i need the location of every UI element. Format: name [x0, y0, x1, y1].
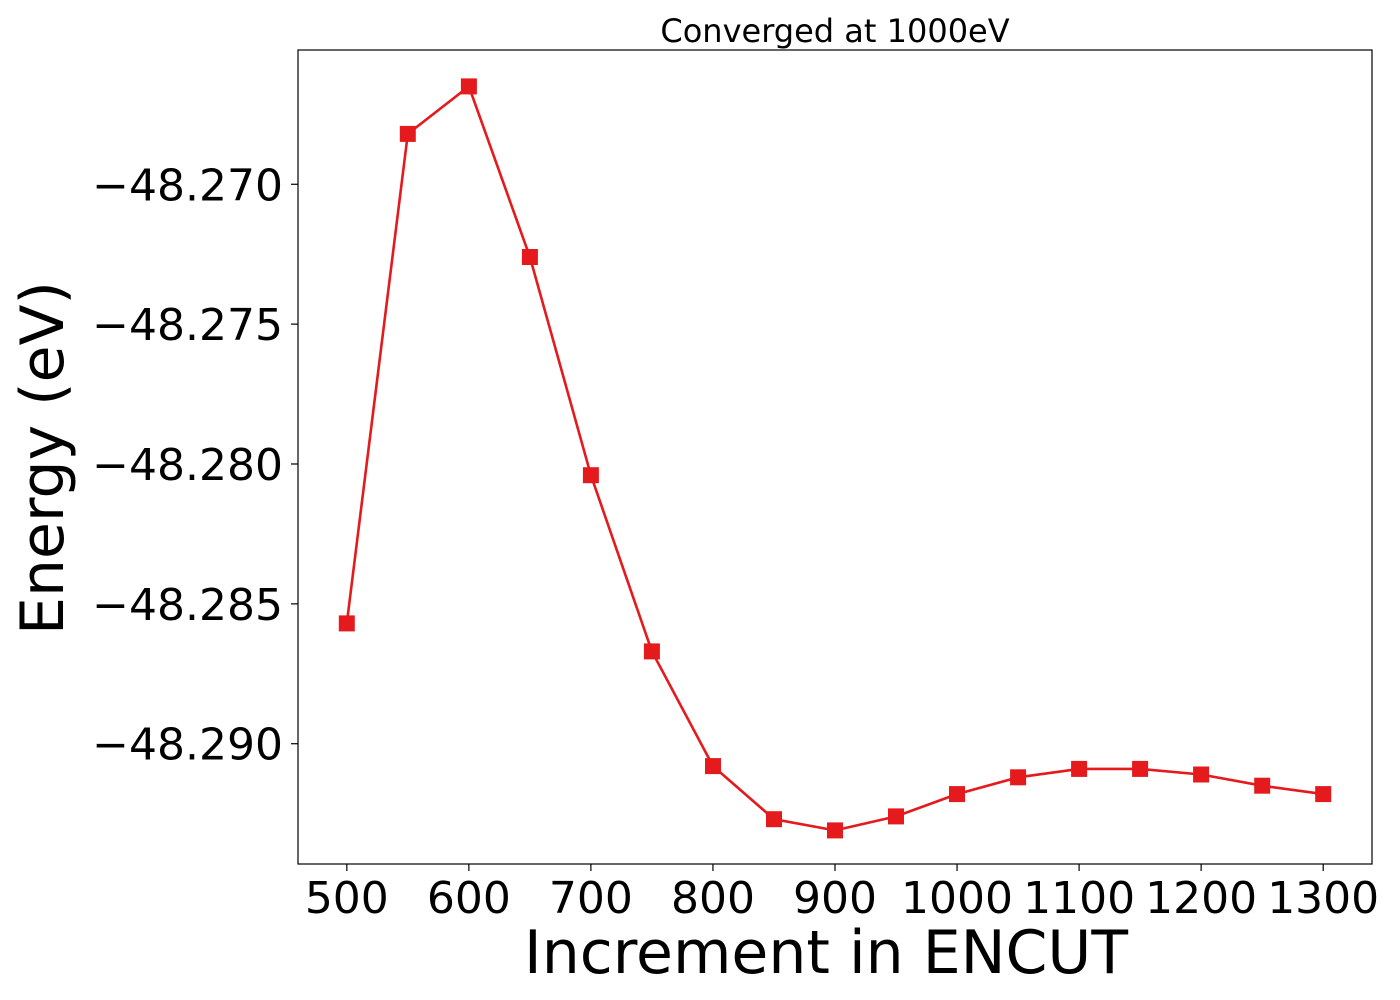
y-tick-label: −48.275	[92, 300, 283, 351]
plot-area	[297, 49, 1373, 865]
y-tick-label: −48.285	[92, 580, 283, 631]
y-tick-label: −48.270	[92, 160, 283, 211]
x-tick-label: 1300	[1267, 873, 1379, 924]
data-point-marker	[1315, 786, 1332, 803]
chart-title: Converged at 1000eV	[660, 12, 1009, 50]
x-tick-label: 1100	[1023, 873, 1135, 924]
x-tick-label: 600	[427, 873, 511, 924]
data-point-marker	[827, 822, 843, 839]
data-point-marker	[1254, 777, 1271, 794]
x-axis: 500 600 700 800 900 1000 1100 1200 1300	[305, 864, 1379, 924]
x-tick-label: 500	[305, 873, 389, 924]
data-point-marker	[582, 467, 599, 484]
x-tick-label: 1000	[901, 873, 1013, 924]
data-point-marker	[766, 811, 782, 828]
x-tick-label: 800	[671, 873, 755, 924]
x-tick-label: 900	[793, 873, 877, 924]
x-tick-label: 700	[549, 873, 633, 924]
data-point-marker	[1132, 760, 1149, 777]
series-line	[345, 85, 1324, 832]
data-point-marker	[1071, 760, 1088, 777]
y-axis-label: Energy (eV)	[8, 281, 78, 635]
data-point-marker	[460, 78, 477, 95]
x-tick-label: 1200	[1145, 873, 1257, 924]
data-point-marker	[705, 758, 721, 775]
data-point-marker	[888, 808, 904, 825]
x-axis-label: Increment in ENCUT	[524, 918, 1128, 988]
data-point-marker	[643, 643, 660, 660]
data-point-marker	[338, 615, 355, 632]
data-point-marker	[1010, 769, 1027, 786]
data-point-marker	[949, 786, 965, 803]
data-point-marker	[1193, 766, 1210, 783]
y-tick-label: −48.280	[92, 440, 283, 491]
y-axis: −48.270 −48.275 −48.280 −48.285 −48.290	[92, 160, 298, 771]
data-point-marker	[521, 249, 538, 265]
y-tick-label: −48.290	[92, 720, 283, 771]
data-point-marker	[399, 125, 416, 142]
series-layer	[338, 78, 1332, 839]
